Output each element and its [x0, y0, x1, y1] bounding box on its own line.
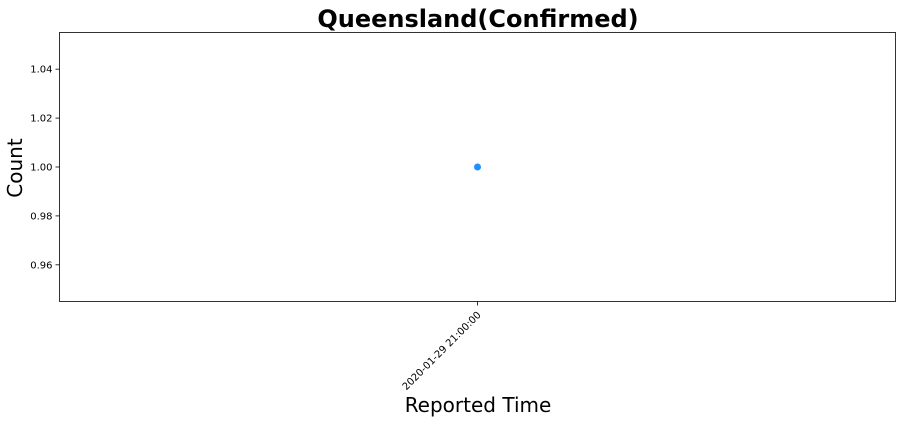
- x-axis: 2020-01-29 21:00:00: [401, 301, 484, 393]
- y-tick-label: 0.96: [30, 260, 52, 271]
- data-points: [474, 163, 481, 171]
- x-tick-label: 2020-01-29 21:00:00: [401, 310, 484, 393]
- y-axis: 0.96 0.98 1.00 1.02 1.04: [30, 65, 60, 271]
- y-tick-label: 0.98: [30, 211, 52, 222]
- data-point: [474, 163, 481, 171]
- x-axis-label: Reported Time: [405, 393, 552, 417]
- y-tick-label: 1.02: [30, 114, 52, 125]
- y-tick-label: 1.00: [30, 163, 52, 174]
- y-axis-label: Count: [3, 138, 27, 198]
- chart-title: Queensland(Confirmed): [317, 5, 638, 33]
- y-tick-label: 1.04: [30, 65, 52, 76]
